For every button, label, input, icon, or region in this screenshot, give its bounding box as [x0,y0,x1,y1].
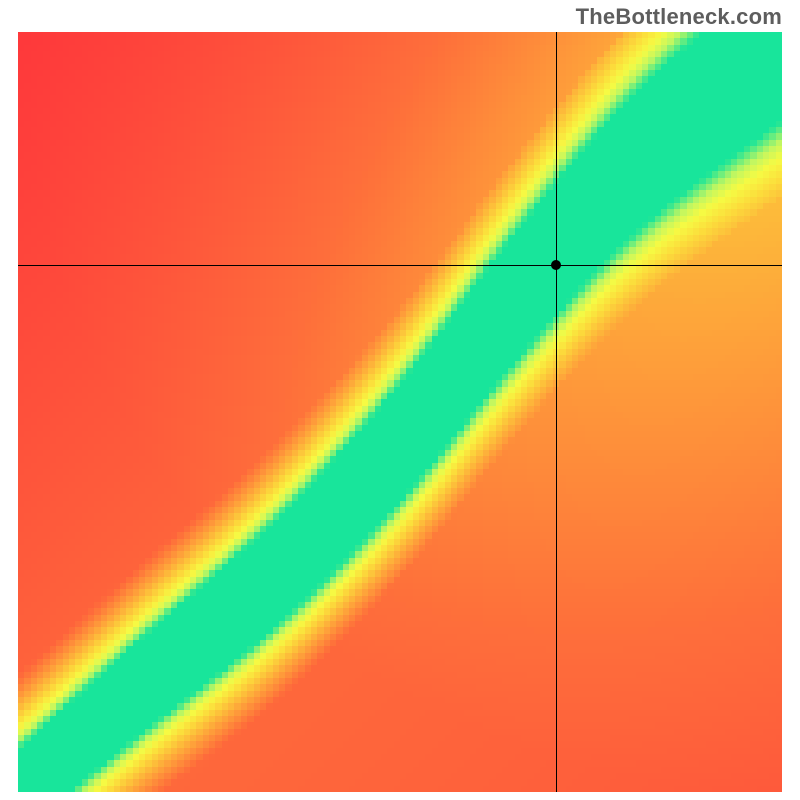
bottleneck-heatmap-plot [18,32,782,792]
watermark-text: TheBottleneck.com [576,4,782,30]
crosshair-marker [551,260,561,270]
heatmap-canvas [18,32,782,792]
crosshair-vertical [556,32,557,792]
crosshair-horizontal [18,265,782,266]
